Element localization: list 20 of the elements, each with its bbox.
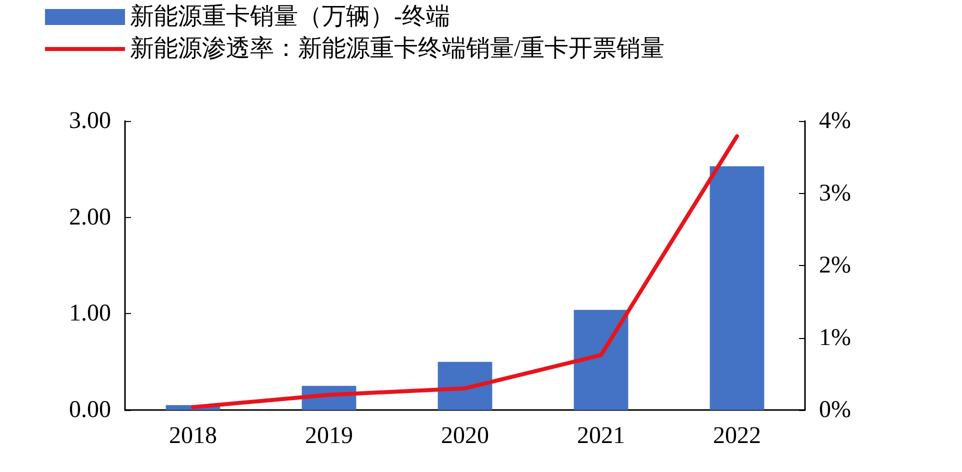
y-tick-label: 1.00 [69,300,111,327]
y2-tick-label: 0% [819,397,851,423]
y2-tick-label: 4% [819,108,851,134]
legend-label: 新能源重卡销量（万辆）-终端 [130,3,450,30]
x-tick-label: 2022 [713,423,761,449]
x-tick-label: 2020 [441,423,489,449]
line-series [191,134,739,410]
y-tick-label: 0.00 [69,397,111,423]
x-tick-label: 2019 [305,423,353,449]
y2-tick-label: 3% [819,180,851,206]
x-tick-label: 2018 [169,423,217,449]
y-tick-label: 2.00 [69,204,111,230]
y2-tick-label: 1% [819,324,851,351]
legend-label: 新能源渗透率：新能源重卡终端销量/重卡开票销量 [130,35,665,62]
bar [710,166,764,410]
bar [574,310,628,410]
x-tick-label: 2021 [577,423,625,449]
y-tick-label: 3.00 [69,108,111,134]
y2-tick-label: 2% [819,252,851,278]
bar [438,362,492,410]
